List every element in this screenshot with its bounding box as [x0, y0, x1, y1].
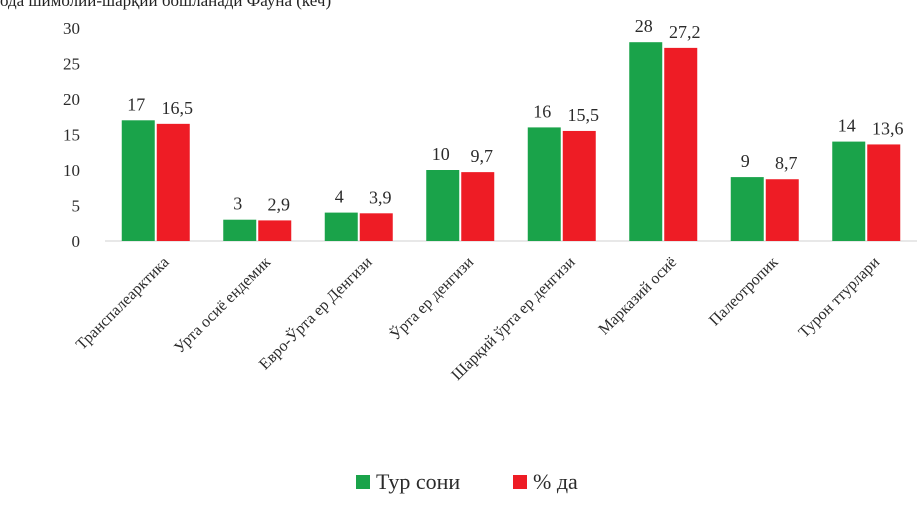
data-label: 3,9 [369, 187, 392, 207]
data-label: 14 [838, 116, 856, 136]
y-tick-label: 25 [63, 55, 80, 74]
data-labels: 17 16,5 3 2,9 4 3,9 10 9,7 16 15,5 28 27,2 9 8,7 14 13,… [127, 16, 903, 214]
legend: Тур сони % да [356, 469, 578, 494]
bar-species-count [426, 170, 460, 241]
category-label: Марказий осиё [596, 254, 681, 339]
category-label: Транспалеарктика [73, 254, 173, 354]
category-label: Урта осиё ендемик [171, 254, 274, 357]
cut-off-title: ода шимолий-шарқий бошланади Фауна (кеч) [0, 0, 332, 10]
bar-percent [867, 144, 901, 241]
data-label: 4 [335, 187, 344, 207]
data-label: 13,6 [872, 118, 904, 138]
y-tick-label: 30 [63, 19, 80, 38]
bar-species-count [223, 219, 257, 241]
category-label: Турон ттурлари [796, 253, 884, 341]
data-label: 3 [233, 194, 242, 214]
bar-species-count [121, 120, 155, 241]
y-tick-label: 0 [72, 232, 81, 251]
category-label: Ўрта ер денгизи [386, 252, 478, 344]
data-label: 8,7 [775, 153, 798, 173]
y-axis-ticks: 0 5 10 15 20 25 30 [63, 19, 80, 251]
bar-species-count [527, 127, 561, 241]
category-label: Палеотропик [706, 254, 782, 330]
y-tick-label: 10 [63, 161, 80, 180]
data-label: 10 [432, 144, 450, 164]
y-tick-label: 15 [63, 126, 80, 145]
data-label: 15,5 [568, 105, 600, 125]
bar-percent [562, 130, 596, 241]
data-label: 2,9 [268, 194, 291, 214]
bars [121, 42, 901, 242]
data-label: 16 [533, 101, 551, 121]
data-label: 16,5 [162, 98, 194, 118]
bar-species-count [629, 42, 663, 242]
bar-percent [156, 123, 190, 241]
data-label: 17 [127, 94, 145, 114]
data-label: 9 [741, 151, 750, 171]
data-label: 9,7 [471, 146, 494, 166]
bar-species-count [730, 177, 764, 241]
bar-percent [461, 172, 495, 241]
legend-swatch [356, 475, 370, 489]
data-label: 28 [635, 16, 653, 36]
bar-percent [359, 213, 393, 241]
bar-percent [258, 220, 292, 241]
bar-percent [765, 179, 799, 241]
legend-swatch [513, 475, 527, 489]
category-label: Евро-Ўрта ер Денгизи [255, 252, 376, 373]
data-label: 27,2 [669, 22, 701, 42]
legend-label: % да [533, 469, 578, 494]
bar-species-count [832, 141, 866, 241]
y-tick-label: 5 [72, 197, 81, 216]
bar-percent [664, 47, 698, 241]
y-tick-label: 20 [63, 90, 80, 109]
bar-species-count [324, 212, 358, 241]
legend-label: Тур сони [376, 469, 460, 494]
